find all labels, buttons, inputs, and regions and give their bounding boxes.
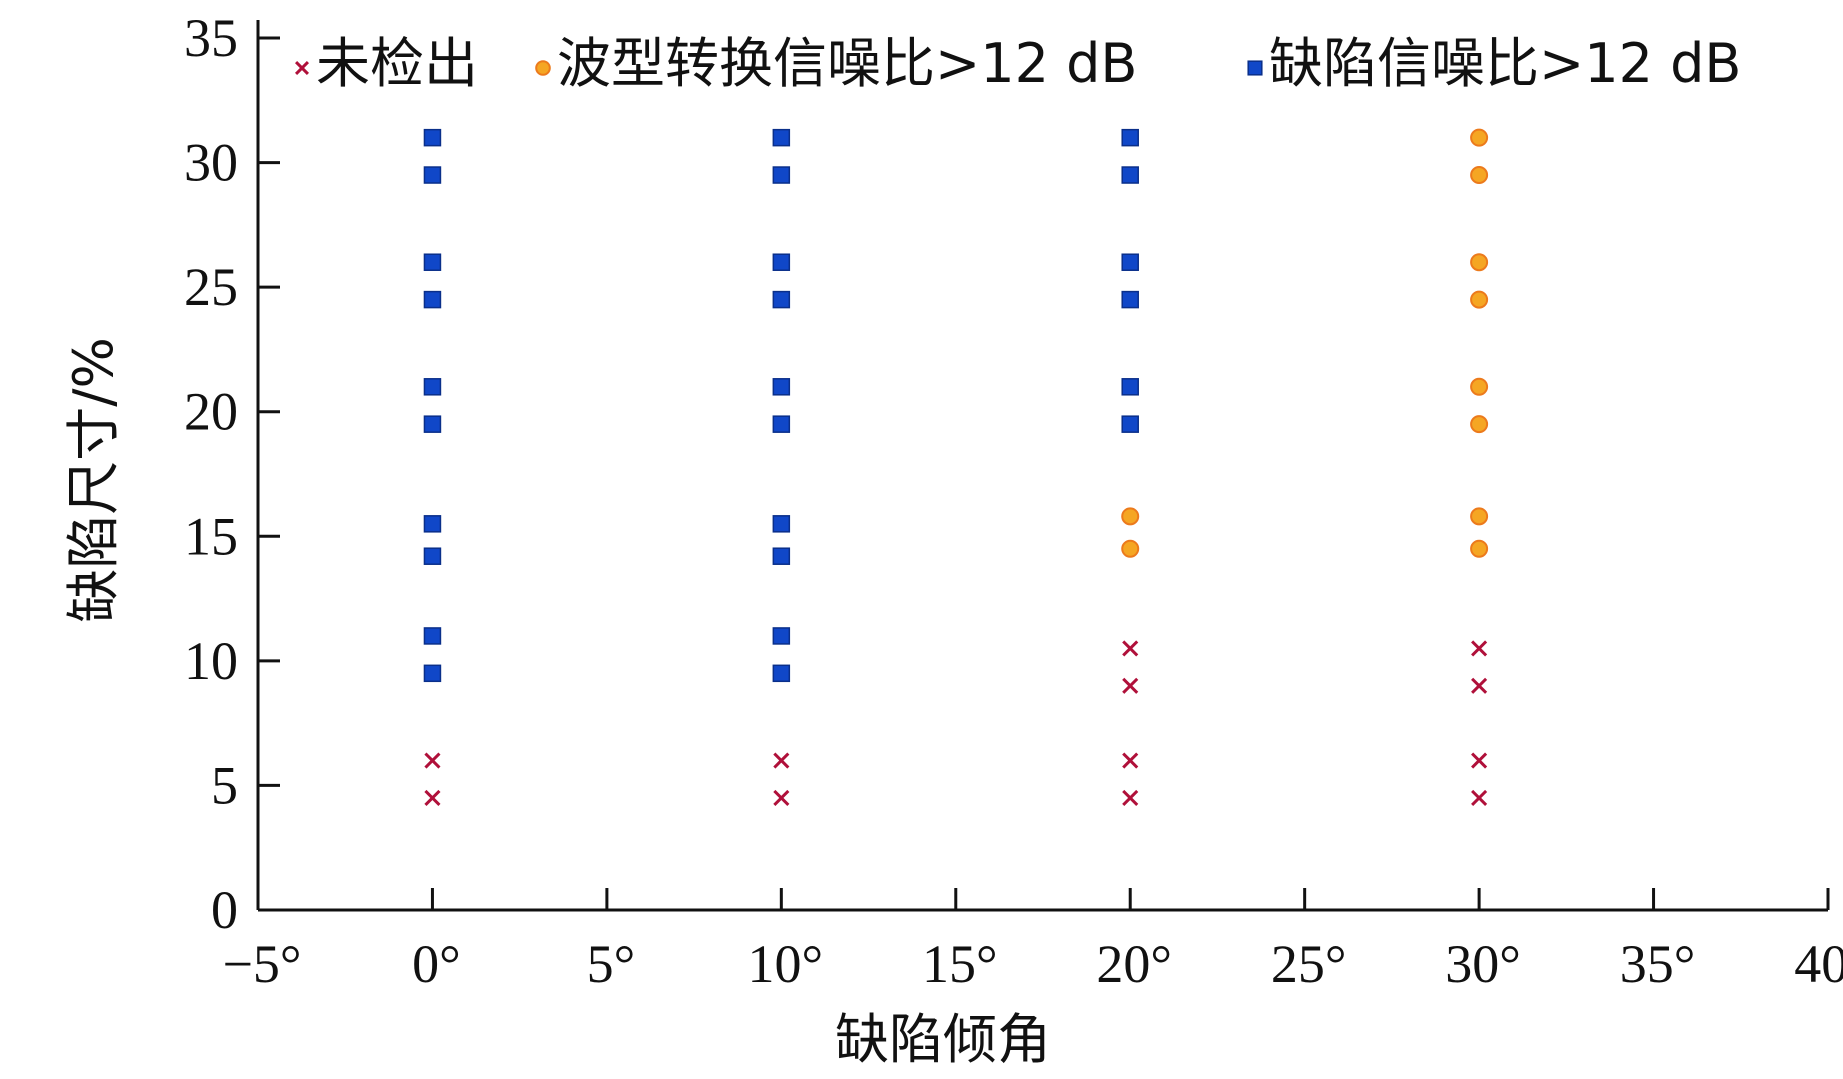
data-point-square — [423, 415, 442, 433]
x-tick-label: 25° — [1271, 934, 1347, 994]
legend-label: 波型转换信噪比>12 dB — [557, 32, 1137, 95]
y-tick-label: 20 — [184, 382, 238, 442]
data-point-x — [424, 752, 441, 769]
data-point-square — [423, 253, 442, 271]
data-point-square — [772, 166, 791, 184]
x-tick-label: 10° — [748, 934, 824, 994]
data-point-circle — [1470, 166, 1489, 185]
data-point-square — [1121, 253, 1139, 271]
x-tick-label: 5° — [587, 934, 636, 994]
data-point-x — [1122, 640, 1139, 657]
x-tick-label: 0° — [412, 934, 461, 994]
series-square — [423, 128, 1139, 683]
data-point-square — [423, 664, 442, 683]
data-point-circle — [1470, 415, 1489, 434]
data-point-circle — [1470, 539, 1489, 558]
y-tick-label: 5 — [211, 755, 238, 815]
data-point-circle — [1470, 253, 1489, 272]
y-axis-ticks: 0 5 10 15 20 25 30 35 — [184, 8, 280, 940]
data-point-square — [772, 627, 791, 645]
legend-item: 缺陷信噪比>12 dB — [1247, 32, 1741, 95]
data-point-square — [772, 515, 791, 533]
x-tick-label: −5° — [222, 934, 301, 994]
axes — [256, 20, 1828, 912]
legend-marker — [535, 60, 551, 76]
y-tick-label: 0 — [211, 880, 238, 940]
data-point-x — [1122, 752, 1139, 769]
series-x — [424, 640, 1488, 806]
data-point-square — [423, 515, 442, 533]
x-axis-title: 缺陷倾角 — [835, 1008, 1051, 1071]
data-point-circle — [1121, 539, 1140, 558]
legend-label: 缺陷信噪比>12 dB — [1269, 32, 1741, 95]
legend-marker — [294, 60, 310, 76]
legend: 未检出 波型转换信噪比>12 dB 缺陷信噪比>12 dB — [294, 32, 1741, 95]
data-point-x — [1471, 677, 1488, 694]
data-point-square — [423, 290, 442, 309]
data-point-square — [1121, 378, 1139, 396]
data-marks — [423, 128, 1489, 806]
data-point-circle — [1470, 128, 1489, 147]
data-point-square — [423, 627, 442, 645]
data-point-square — [772, 290, 791, 309]
data-point-square — [423, 128, 442, 147]
data-point-square — [1121, 415, 1139, 433]
x-tick-label: 40° — [1794, 934, 1843, 994]
data-point-x — [1471, 789, 1488, 806]
x-tick-label: 15° — [922, 934, 998, 994]
x-tick-label: 20° — [1096, 934, 1172, 994]
legend-item: 波型转换信噪比>12 dB — [535, 32, 1137, 95]
data-point-square — [772, 664, 791, 683]
data-point-x — [773, 789, 790, 806]
y-tick-label: 25 — [184, 257, 238, 317]
data-point-square — [772, 415, 791, 433]
data-point-circle — [1470, 507, 1489, 526]
data-point-x — [1122, 789, 1139, 806]
data-point-circle — [1121, 507, 1140, 526]
y-tick-label: 30 — [184, 133, 238, 193]
x-tick-label: 35° — [1620, 934, 1696, 994]
data-point-square — [772, 253, 791, 271]
series-circle — [1121, 128, 1489, 558]
data-point-x — [1471, 640, 1488, 657]
legend-marker — [1247, 60, 1263, 76]
data-point-x — [424, 789, 441, 806]
y-tick-label: 10 — [184, 631, 238, 691]
data-point-square — [423, 378, 442, 396]
data-point-square — [423, 166, 442, 184]
y-axis-title: 缺陷尺寸/% — [62, 337, 125, 623]
legend-label: 未检出 — [316, 32, 478, 95]
data-point-x — [1471, 752, 1488, 769]
data-point-x — [773, 752, 790, 769]
data-point-square — [772, 547, 791, 565]
data-point-circle — [1470, 377, 1489, 396]
legend-item: 未检出 — [294, 32, 478, 95]
data-point-square — [423, 547, 442, 565]
x-tick-label: 30° — [1445, 934, 1521, 994]
data-point-square — [1121, 290, 1139, 309]
y-tick-label: 15 — [184, 506, 238, 566]
x-axis-ticks: −5° 0° 5° 10° 15° 20° 25° 30° 35° 40° — [222, 888, 1843, 994]
data-point-square — [772, 128, 791, 147]
data-point-circle — [1470, 290, 1489, 309]
data-point-square — [772, 378, 791, 396]
data-point-square — [1121, 166, 1139, 184]
y-tick-label: 35 — [184, 8, 238, 68]
data-point-square — [1121, 128, 1139, 147]
data-point-x — [1122, 677, 1139, 694]
